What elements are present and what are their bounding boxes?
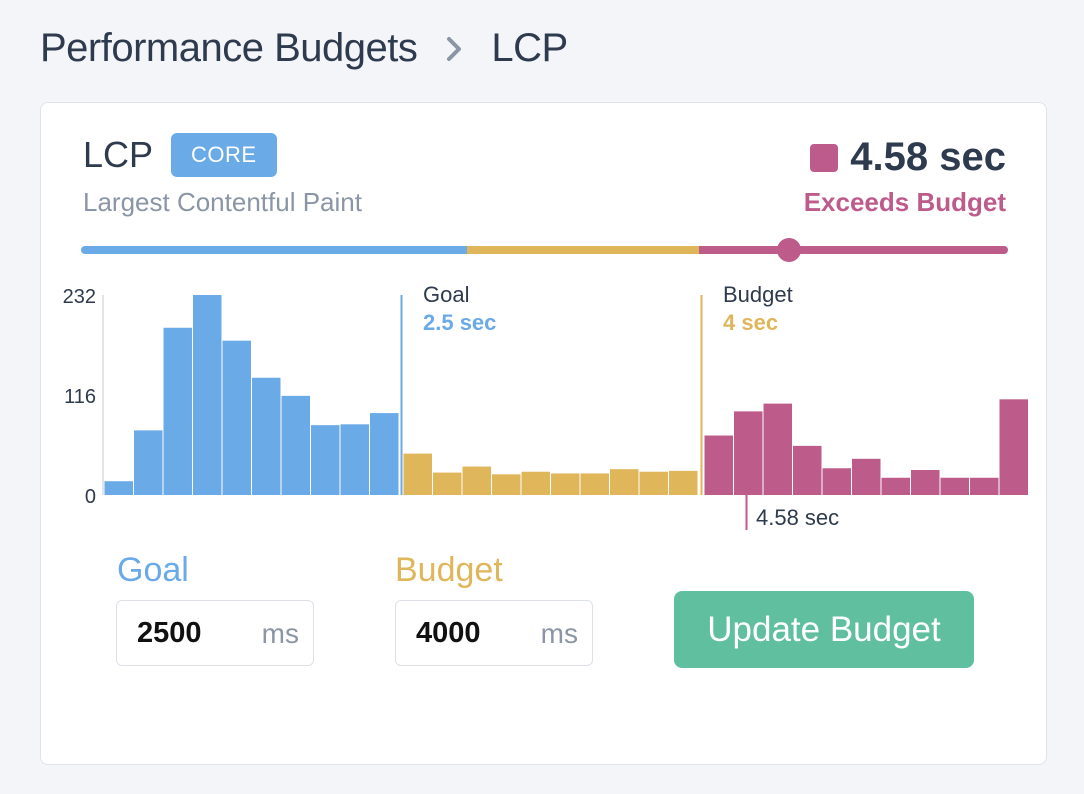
- goal-marker-label: Goal: [423, 282, 469, 307]
- histogram-chart: 232 116 0 Goal 2.5 sec Budget 4 sec 4.58 sec: [63, 282, 1028, 530]
- range-segment-budget: [467, 246, 699, 254]
- bar-within-budget: [403, 453, 432, 495]
- bar-within-budget: [433, 472, 462, 495]
- budget-marker-value: 4 sec: [723, 310, 778, 335]
- range-bar: [81, 238, 1008, 262]
- bar-over-budget: [793, 445, 822, 495]
- y-tick-label: 232: [63, 286, 96, 308]
- core-badge: CORE: [171, 133, 277, 177]
- bar-within-budget: [580, 473, 609, 495]
- bar-within-budget: [462, 466, 491, 495]
- bar-over-budget: [852, 458, 881, 495]
- bar-within-budget: [669, 470, 698, 495]
- budget-marker-label: Budget: [723, 282, 793, 307]
- metric-full-name: Largest Contentful Paint: [83, 187, 362, 217]
- bar-over-budget: [763, 403, 792, 495]
- budget-label: Budget: [395, 551, 503, 589]
- bar-within-budget: [551, 473, 580, 495]
- goal-unit: ms: [261, 618, 299, 649]
- bar-within-budget: [521, 471, 550, 495]
- status-text: Exceeds Budget: [803, 187, 1006, 217]
- bar-within-goal: [193, 295, 222, 495]
- bar-over-budget: [881, 477, 910, 495]
- bar-within-goal: [163, 327, 192, 495]
- chevron-right-icon: [445, 36, 463, 62]
- update-budget-button[interactable]: Update Budget: [674, 591, 974, 668]
- bar-over-budget: [911, 470, 940, 495]
- bar-within-goal: [340, 424, 369, 495]
- goal-input[interactable]: [137, 601, 247, 665]
- bar-within-goal: [370, 413, 399, 495]
- breadcrumb: Performance Budgets LCP: [40, 26, 568, 71]
- goal-field: ms: [116, 600, 314, 666]
- value-marker-label: 4.58 sec: [756, 505, 839, 530]
- breadcrumb-current: LCP: [491, 26, 568, 70]
- bar-within-goal: [104, 481, 133, 495]
- range-segment-over: [699, 246, 1008, 254]
- bar-over-budget: [822, 468, 851, 495]
- bar-over-budget: [734, 411, 763, 495]
- bar-over-budget: [999, 399, 1028, 495]
- bar-over-budget: [940, 477, 969, 495]
- bar-over-budget: [704, 435, 733, 495]
- bar-within-budget: [492, 474, 521, 495]
- budget-unit: ms: [540, 618, 578, 649]
- metric-value-text: 4.58 sec: [850, 135, 1006, 179]
- breadcrumb-parent[interactable]: Performance Budgets: [40, 26, 418, 70]
- budget-input[interactable]: [416, 601, 526, 665]
- metric-abbr: LCP: [83, 134, 154, 175]
- goal-label: Goal: [117, 551, 189, 589]
- bar-within-goal: [252, 377, 281, 495]
- status-swatch: [810, 143, 839, 172]
- bar-within-goal: [134, 430, 163, 495]
- y-tick-label: 116: [64, 386, 96, 408]
- bar-within-budget: [639, 471, 668, 495]
- range-segment-goal: [81, 246, 468, 254]
- value-marker: [776, 238, 801, 262]
- bar-within-goal: [311, 425, 340, 495]
- metric-title: LCP CORE: [83, 133, 277, 177]
- bar-within-goal: [281, 395, 310, 495]
- metric-value: 4.58 sec: [810, 135, 1006, 180]
- bar-within-budget: [610, 469, 639, 495]
- y-tick-label: 0: [85, 486, 96, 508]
- bar-over-budget: [970, 477, 999, 495]
- bar-within-goal: [222, 340, 251, 495]
- budget-field: ms: [395, 600, 593, 666]
- metric-card: LCP CORE Largest Contentful Paint 4.58 s…: [40, 102, 1047, 765]
- goal-marker-value: 2.5 sec: [423, 310, 496, 335]
